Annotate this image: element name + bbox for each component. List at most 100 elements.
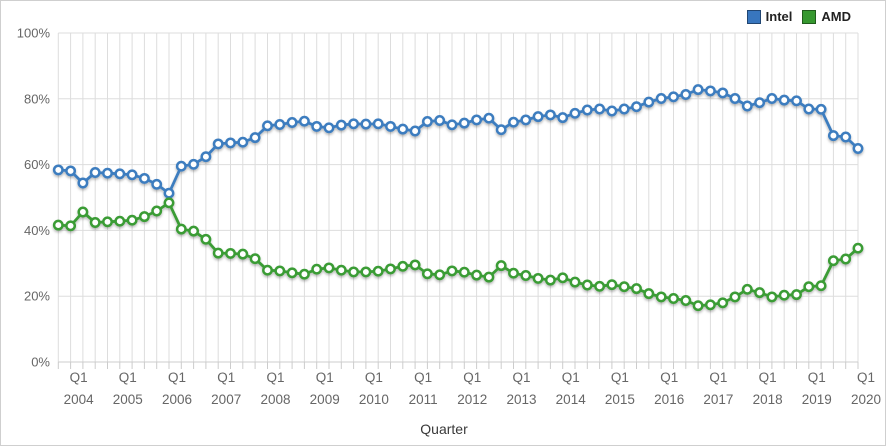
intel-data-point-marker[interactable] [581, 104, 593, 116]
amd-data-point-marker[interactable] [200, 233, 212, 245]
intel-data-point-marker[interactable] [397, 123, 409, 135]
amd-data-point-marker[interactable] [704, 299, 716, 311]
intel-data-point-marker[interactable] [704, 85, 716, 97]
intel-data-point-marker[interactable] [643, 96, 655, 108]
intel-data-point-marker[interactable] [225, 137, 236, 149]
intel-data-point-marker[interactable] [286, 117, 298, 128]
amd-data-point-marker[interactable] [52, 219, 64, 231]
amd-data-point-marker[interactable] [618, 281, 630, 293]
intel-data-point-marker[interactable] [298, 115, 310, 127]
amd-data-point-marker[interactable] [655, 291, 667, 303]
intel-data-point-marker[interactable] [385, 120, 396, 132]
intel-data-point-marker[interactable] [692, 84, 704, 96]
amd-data-point-marker[interactable] [237, 248, 249, 260]
amd-data-point-marker[interactable] [409, 259, 421, 271]
amd-data-point-marker[interactable] [471, 269, 483, 281]
amd-data-point-marker[interactable] [532, 272, 544, 284]
intel-data-point-marker[interactable] [360, 118, 372, 130]
amd-data-point-marker[interactable] [631, 283, 642, 295]
amd-data-point-marker[interactable] [163, 197, 175, 209]
amd-data-point-marker[interactable] [791, 289, 802, 301]
intel-data-point-marker[interactable] [323, 122, 335, 134]
intel-data-point-marker[interactable] [471, 114, 483, 126]
amd-data-point-marker[interactable] [508, 267, 519, 279]
amd-data-point-marker[interactable] [360, 266, 372, 278]
amd-data-point-marker[interactable] [114, 215, 126, 227]
intel-data-point-marker[interactable] [766, 93, 778, 104]
intel-data-point-marker[interactable] [175, 160, 187, 172]
intel-data-point-marker[interactable] [126, 169, 138, 181]
amd-data-point-marker[interactable] [557, 272, 569, 284]
intel-data-point-marker[interactable] [754, 97, 766, 109]
amd-data-point-marker[interactable] [594, 280, 606, 292]
amd-data-point-marker[interactable] [729, 291, 741, 303]
intel-data-point-marker[interactable] [778, 94, 790, 106]
intel-data-point-marker[interactable] [594, 103, 606, 115]
intel-data-point-marker[interactable] [680, 89, 692, 100]
intel-data-point-marker[interactable] [77, 177, 89, 189]
amd-data-point-marker[interactable] [397, 260, 409, 272]
amd-data-point-marker[interactable] [323, 262, 335, 274]
intel-data-point-marker[interactable] [544, 109, 556, 121]
amd-data-point-marker[interactable] [77, 206, 89, 218]
amd-data-point-marker[interactable] [803, 281, 815, 293]
amd-data-point-marker[interactable] [544, 274, 556, 286]
amd-data-point-marker[interactable] [606, 279, 618, 291]
amd-data-point-marker[interactable] [385, 263, 396, 275]
intel-data-point-marker[interactable] [631, 101, 642, 113]
intel-data-point-marker[interactable] [274, 119, 286, 130]
amd-data-point-marker[interactable] [569, 276, 581, 288]
amd-data-point-marker[interactable] [483, 271, 495, 283]
intel-data-point-marker[interactable] [409, 125, 421, 137]
intel-data-point-marker[interactable] [557, 112, 569, 124]
intel-data-point-marker[interactable] [421, 116, 433, 127]
amd-data-point-marker[interactable] [692, 300, 704, 312]
intel-data-point-marker[interactable] [508, 116, 519, 128]
intel-data-point-marker[interactable] [335, 119, 347, 131]
intel-data-point-marker[interactable] [163, 187, 175, 199]
intel-data-point-marker[interactable] [520, 114, 532, 126]
amd-data-point-marker[interactable] [754, 287, 766, 299]
intel-data-point-marker[interactable] [791, 95, 802, 107]
intel-data-point-marker[interactable] [446, 119, 458, 131]
amd-data-point-marker[interactable] [102, 216, 113, 228]
intel-data-point-marker[interactable] [458, 117, 470, 129]
intel-data-point-marker[interactable] [102, 167, 113, 179]
amd-data-point-marker[interactable] [778, 289, 790, 301]
legend-item-intel[interactable]: Intel [746, 9, 792, 24]
intel-data-point-marker[interactable] [114, 168, 126, 180]
intel-data-point-marker[interactable] [151, 178, 163, 190]
amd-data-point-marker[interactable] [126, 214, 138, 226]
amd-data-point-marker[interactable] [188, 225, 200, 237]
intel-data-point-marker[interactable] [840, 131, 852, 143]
intel-data-point-marker[interactable] [434, 115, 446, 126]
amd-data-point-marker[interactable] [827, 255, 839, 267]
amd-data-point-marker[interactable] [151, 205, 163, 217]
amd-data-point-marker[interactable] [372, 265, 384, 277]
intel-data-point-marker[interactable] [483, 112, 495, 124]
amd-data-point-marker[interactable] [668, 293, 679, 304]
amd-data-point-marker[interactable] [458, 266, 470, 278]
intel-data-point-marker[interactable] [52, 164, 64, 176]
amd-data-point-marker[interactable] [286, 267, 298, 279]
intel-data-point-marker[interactable] [495, 124, 507, 136]
intel-data-point-marker[interactable] [89, 167, 101, 178]
amd-data-point-marker[interactable] [446, 265, 458, 277]
amd-data-point-marker[interactable] [225, 247, 236, 259]
intel-data-point-marker[interactable] [249, 132, 261, 144]
amd-data-point-marker[interactable] [89, 217, 101, 228]
amd-data-point-marker[interactable] [680, 295, 692, 306]
amd-data-point-marker[interactable] [495, 260, 507, 272]
amd-data-point-marker[interactable] [311, 263, 323, 275]
amd-data-point-marker[interactable] [852, 242, 864, 254]
amd-data-point-marker[interactable] [348, 266, 360, 278]
amd-data-point-marker[interactable] [766, 291, 778, 303]
intel-data-point-marker[interactable] [138, 172, 150, 184]
intel-data-point-marker[interactable] [65, 165, 77, 177]
intel-data-point-marker[interactable] [741, 100, 753, 112]
intel-data-point-marker[interactable] [717, 87, 729, 99]
amd-data-point-marker[interactable] [520, 270, 532, 281]
intel-data-point-marker[interactable] [532, 111, 544, 123]
amd-data-point-marker[interactable] [175, 223, 187, 235]
amd-data-point-marker[interactable] [262, 264, 273, 276]
